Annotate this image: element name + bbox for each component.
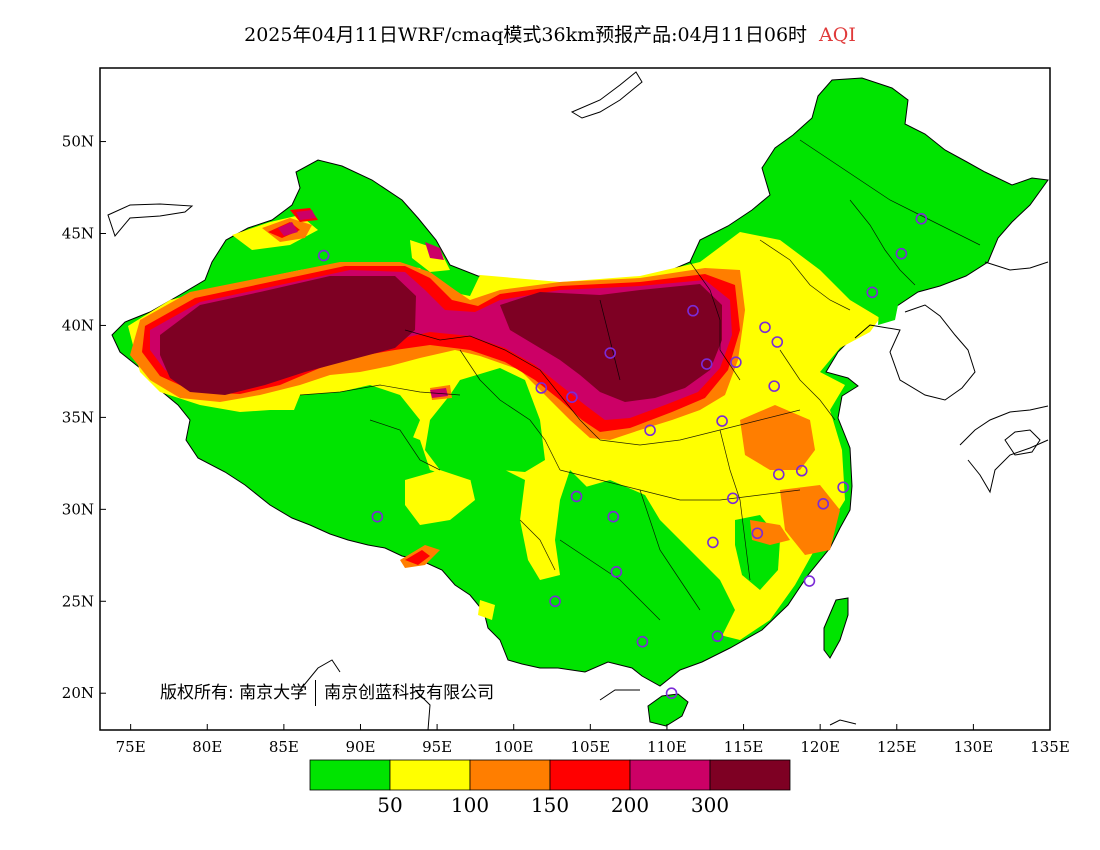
station-marker: [727, 492, 739, 505]
station-marker: [915, 212, 928, 225]
lon-tick-label: 110E: [647, 738, 687, 756]
province-boundaries: [299, 139, 981, 621]
title-variable: AQI: [819, 24, 856, 46]
map-title: 2025年04月11日WRF/cmaq模式36km预报产品:04月11日06时 A…: [0, 20, 1100, 47]
station-marker: [707, 536, 719, 549]
station-marker: [759, 321, 771, 334]
lon-tick-label: 105E: [571, 738, 611, 756]
lon-tick-label: 135E: [1030, 738, 1070, 756]
lat-tick-label: 20N: [62, 684, 94, 702]
copyright-divider: [315, 680, 317, 706]
lon-tick-label: 115E: [724, 738, 764, 756]
station-marker: [644, 424, 656, 437]
lon-tick-label: 95E: [422, 738, 452, 756]
legend-label: 150: [530, 793, 570, 817]
station-marker: [751, 527, 764, 540]
station-marker: [535, 382, 548, 394]
copyright-right: 南京创蓝科技有限公司: [324, 683, 495, 703]
aqi-good-patches: [290, 295, 900, 655]
lon-tick-label: 85E: [269, 738, 299, 756]
legend-label: 300: [690, 793, 730, 817]
station-marker: [665, 687, 678, 700]
station-marker: [604, 347, 617, 359]
hainan-island: [647, 693, 689, 727]
station-marker: [895, 247, 908, 260]
legend-label: 200: [610, 793, 650, 817]
station-marker: [636, 635, 649, 648]
lon-tick-label: 125E: [877, 738, 917, 756]
legend-swatch: [549, 759, 631, 791]
station-marker: [317, 249, 330, 262]
map-frame: [99, 67, 1051, 731]
copyright-notice: 版权所有: 南京大学 南京创蓝科技有限公司: [160, 678, 494, 706]
station-marker: [570, 490, 583, 503]
lat-tick-label: 30N: [62, 500, 94, 518]
lat-tick-label: 40N: [62, 316, 94, 334]
lon-tick-label: 100E: [494, 738, 534, 756]
legend-label: 100: [450, 793, 490, 817]
legend-swatch: [709, 759, 791, 791]
aqi-legend-bar: [309, 759, 791, 791]
station-marker: [610, 566, 623, 578]
lat-tick-label: 45N: [62, 225, 94, 243]
station-marker: [866, 286, 879, 299]
lon-tick-label: 120E: [800, 738, 840, 756]
lon-tick-label: 130E: [954, 738, 994, 756]
station-marker: [716, 415, 728, 427]
lon-tick-label: 80E: [192, 738, 222, 756]
station-marker: [700, 358, 713, 370]
station-marker: [566, 391, 578, 403]
station-marker: [687, 304, 699, 317]
coastlines: [107, 71, 1049, 730]
legend-swatch: [389, 759, 471, 791]
legend-label: 50: [377, 793, 403, 817]
copyright-left: 版权所有: 南京大学: [160, 683, 308, 703]
station-marker: [803, 575, 816, 587]
latitude-axis: 50N 45N 40N 35N 30N 25N 20N: [62, 133, 106, 702]
monitoring-stations: [317, 212, 928, 700]
lat-tick-label: 25N: [62, 592, 94, 610]
lat-tick-label: 35N: [62, 408, 94, 426]
station-marker: [730, 356, 742, 369]
legend-swatch: [629, 759, 711, 791]
taiwan-island: [823, 597, 849, 659]
station-marker: [817, 498, 830, 510]
legend-swatch: [309, 759, 391, 791]
lon-tick-label: 75E: [116, 738, 146, 756]
station-marker: [795, 464, 808, 477]
legend-swatch: [469, 759, 551, 791]
longitude-axis: 75E 80E 85E 90E 95E 100E 105E 110E 115E 120E 125E 1…: [116, 724, 1070, 756]
lon-tick-label: 90E: [345, 738, 375, 756]
station-marker: [607, 510, 620, 523]
aqi-field: [107, 71, 1049, 730]
station-marker: [768, 380, 780, 392]
station-marker: [371, 510, 384, 523]
station-marker: [772, 468, 785, 481]
lat-tick-label: 50N: [62, 133, 94, 151]
station-marker: [549, 595, 561, 608]
title-main: 2025年04月11日WRF/cmaq模式36km预报产品:04月11日06时: [244, 24, 808, 46]
station-marker: [771, 336, 784, 348]
station-marker: [837, 481, 849, 494]
station-marker: [711, 630, 724, 643]
